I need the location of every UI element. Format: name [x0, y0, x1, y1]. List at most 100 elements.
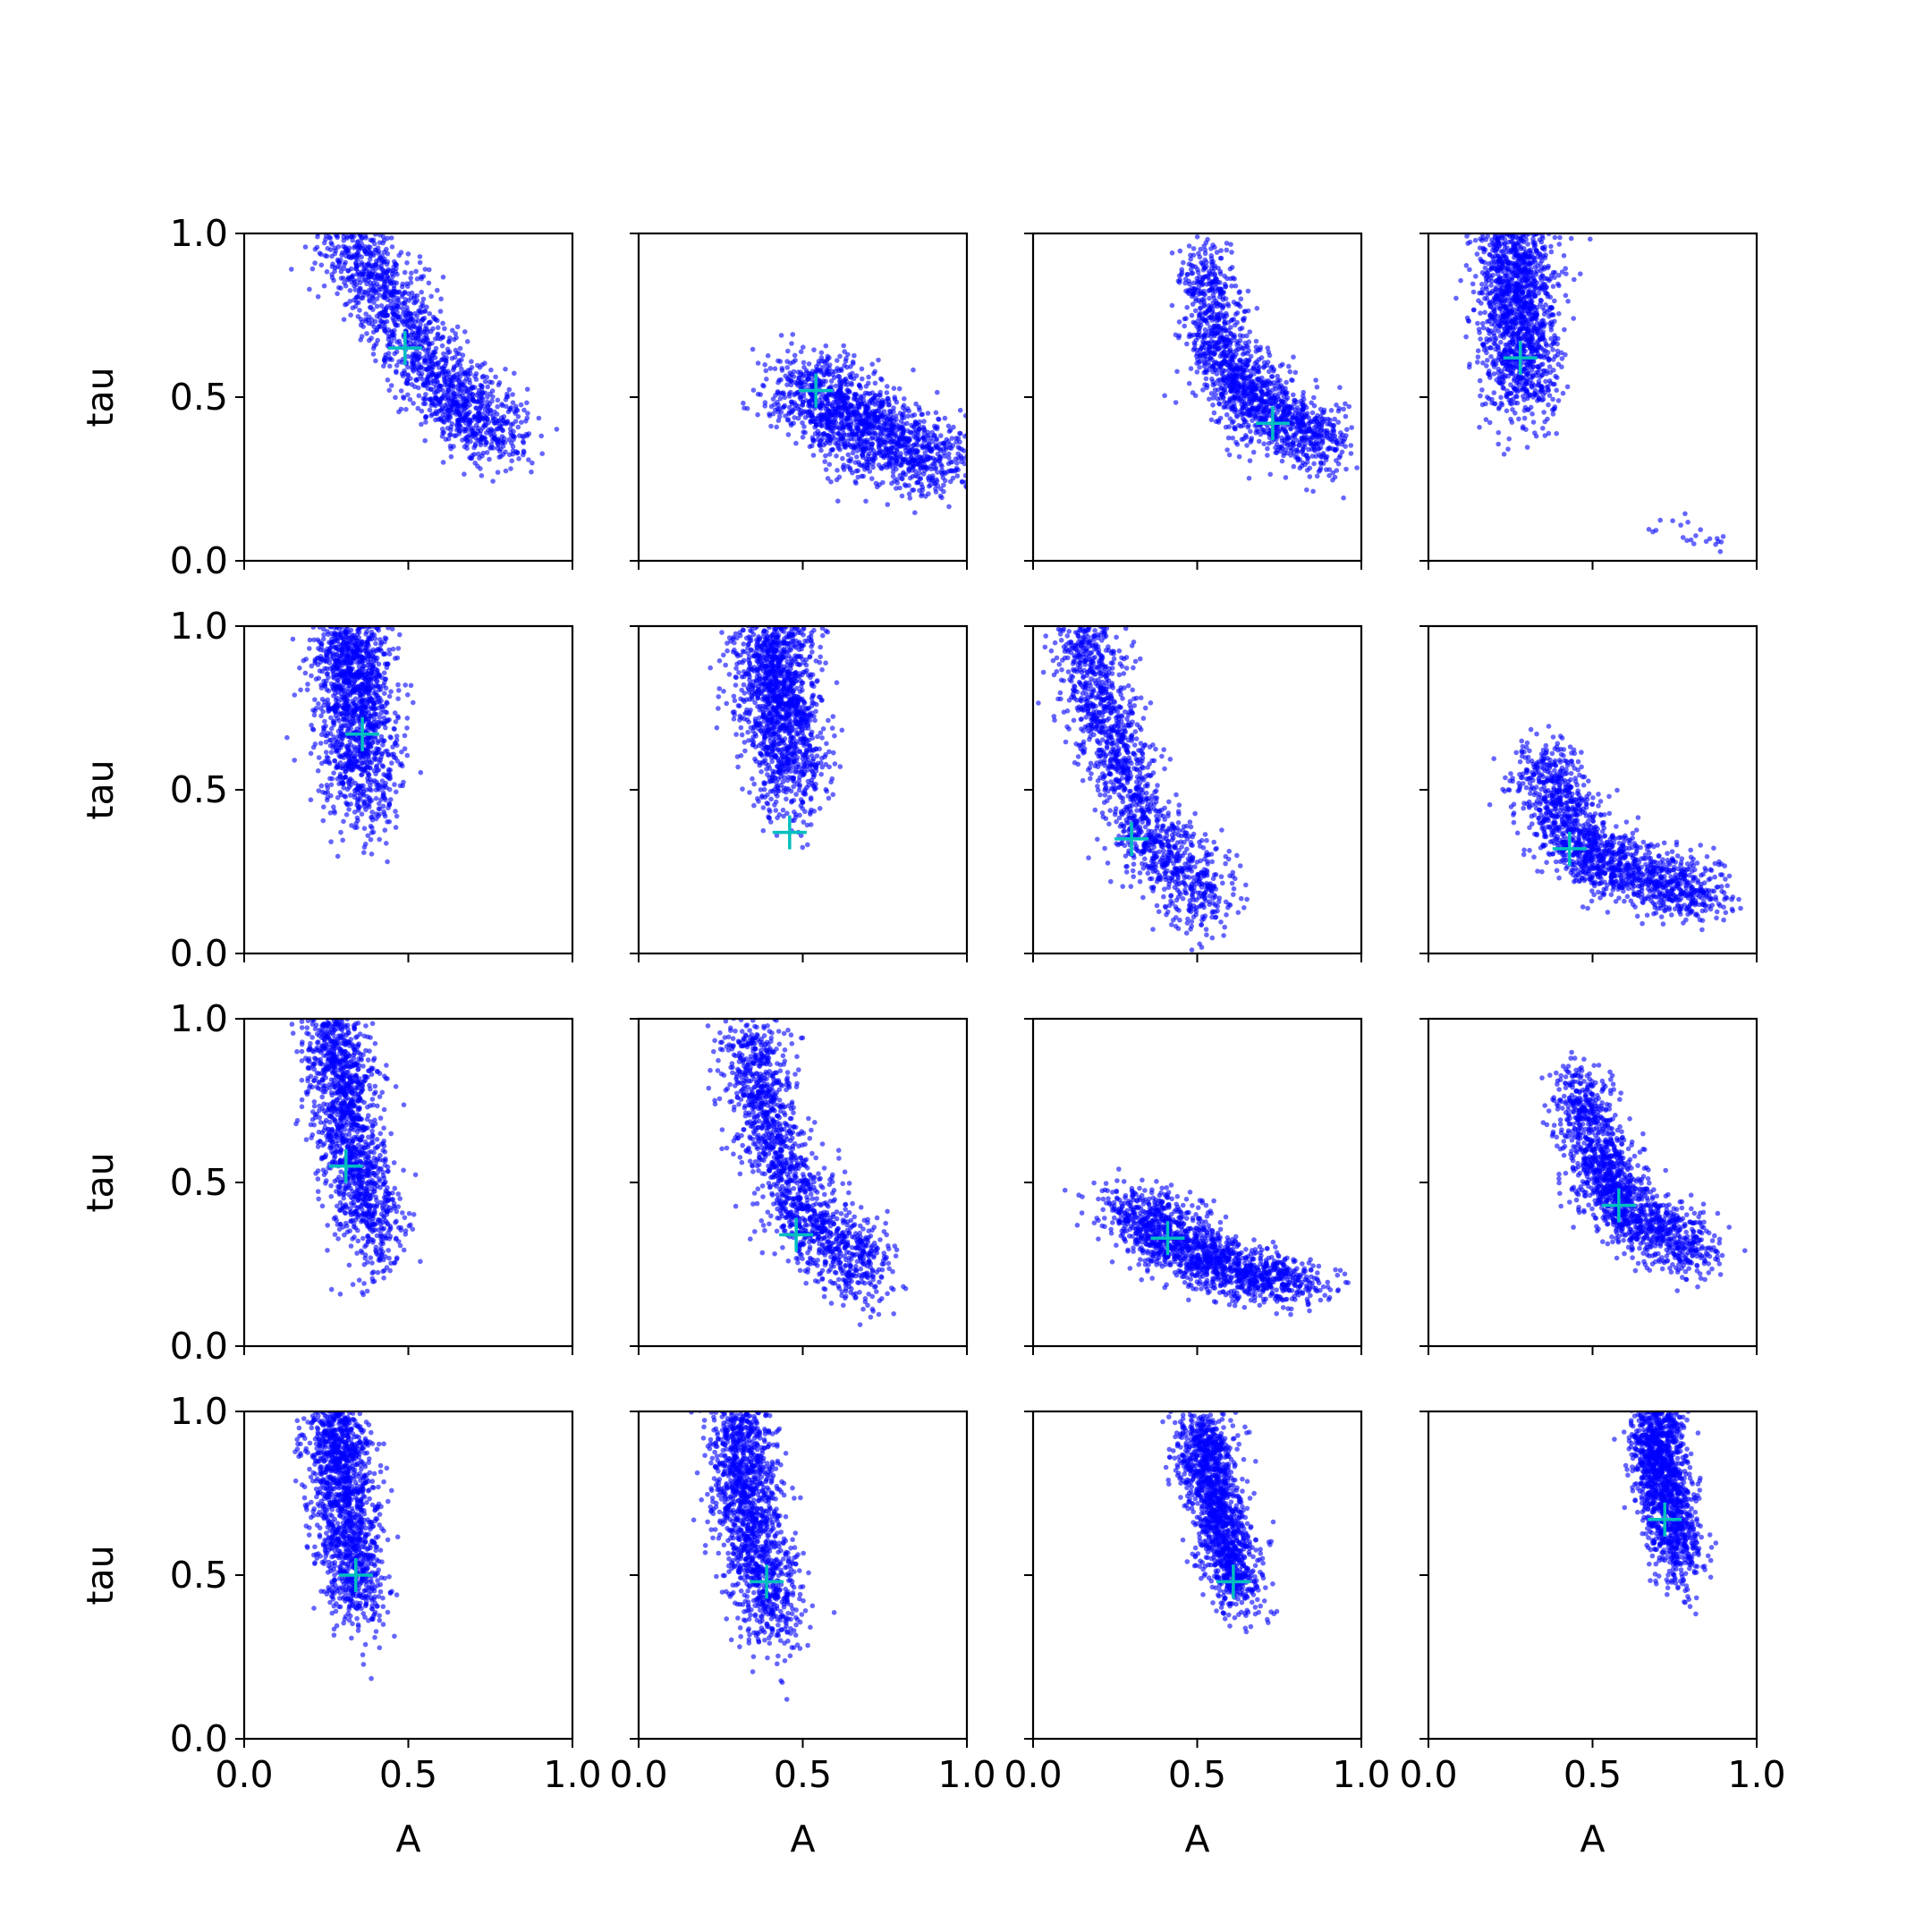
- data-point: [1162, 393, 1167, 399]
- data-point: [947, 428, 953, 433]
- data-point: [408, 337, 414, 343]
- data-point: [472, 413, 478, 419]
- data-point: [1208, 350, 1214, 356]
- data-point: [1201, 360, 1208, 366]
- data-point: [1501, 452, 1507, 457]
- data-point: [800, 419, 805, 426]
- data-point: [445, 346, 451, 352]
- data-point: [420, 296, 427, 302]
- data-point: [789, 378, 794, 384]
- data-point: [786, 410, 792, 415]
- data-point: [433, 345, 439, 352]
- data-point: [1491, 256, 1496, 262]
- data-point: [1238, 296, 1244, 302]
- data-point: [894, 480, 900, 486]
- data-point: [476, 399, 481, 404]
- data-point: [1304, 467, 1310, 473]
- data-point: [894, 477, 900, 482]
- data-point: [411, 384, 418, 390]
- data-point: [1230, 405, 1235, 411]
- data-point: [536, 415, 542, 421]
- data-point: [1318, 424, 1325, 429]
- data-point: [1265, 445, 1270, 452]
- data-point: [928, 482, 933, 487]
- y-tick-label: 0.5: [170, 376, 228, 419]
- data-point: [370, 281, 377, 286]
- data-point: [329, 275, 335, 281]
- data-point: [464, 339, 470, 344]
- data-point: [1221, 314, 1226, 319]
- data-point: [554, 427, 560, 432]
- data-point: [871, 370, 877, 377]
- data-point: [1307, 474, 1313, 479]
- data-point: [876, 425, 882, 431]
- data-point: [826, 462, 833, 467]
- data-point: [863, 498, 869, 504]
- data-point: [1230, 365, 1235, 370]
- data-point: [468, 455, 474, 462]
- data-point: [1205, 236, 1210, 242]
- data-point: [949, 436, 955, 441]
- data-point: [417, 254, 423, 259]
- data-point: [1236, 367, 1241, 373]
- data-point: [870, 409, 876, 414]
- data-point: [428, 402, 435, 408]
- data-point: [524, 386, 530, 393]
- data-point: [825, 396, 830, 402]
- data-point: [860, 429, 865, 436]
- data-point: [810, 453, 817, 458]
- data-point: [1240, 352, 1246, 357]
- data-point: [1287, 369, 1292, 375]
- data-point: [1225, 319, 1231, 326]
- data-point: [440, 365, 445, 370]
- data-point: [462, 471, 467, 477]
- data-point: [899, 476, 904, 481]
- data-point: [826, 452, 833, 457]
- data-point: [418, 304, 424, 310]
- data-point: [1184, 341, 1190, 347]
- data-point: [910, 473, 916, 479]
- data-point: [1194, 234, 1200, 240]
- data-point: [912, 421, 919, 427]
- data-point: [1280, 361, 1285, 368]
- data-point: [775, 358, 781, 364]
- data-point: [1314, 473, 1320, 479]
- data-point: [1555, 398, 1562, 403]
- data-point: [1214, 277, 1220, 283]
- data-point: [860, 473, 866, 479]
- data-point: [1261, 360, 1267, 366]
- data-point: [1169, 250, 1175, 256]
- data-point: [849, 382, 854, 387]
- data-point: [1202, 250, 1208, 257]
- data-point: [1556, 310, 1562, 317]
- data-point: [783, 373, 788, 379]
- data-point: [1227, 342, 1233, 348]
- data-point: [409, 326, 414, 331]
- data-point: [1204, 282, 1209, 287]
- data-point: [776, 377, 782, 383]
- data-point: [878, 465, 884, 470]
- data-point: [412, 300, 419, 305]
- data-point: [911, 442, 917, 448]
- data-point: [1339, 449, 1345, 455]
- data-point: [1184, 304, 1190, 310]
- data-point: [503, 366, 508, 372]
- data-point: [1216, 294, 1223, 300]
- data-point: [386, 275, 392, 282]
- data-point: [389, 244, 395, 250]
- data-point: [1293, 399, 1300, 405]
- scatter-points: [1453, 233, 1726, 555]
- data-point: [1177, 277, 1183, 283]
- data-point: [924, 434, 929, 439]
- data-point: [435, 331, 441, 337]
- data-point: [933, 489, 939, 495]
- data-point: [1330, 470, 1336, 476]
- data-point: [1193, 295, 1199, 301]
- data-point: [784, 365, 790, 370]
- data-point: [489, 379, 495, 386]
- data-point: [864, 462, 870, 468]
- data-point: [1354, 465, 1360, 470]
- data-point: [487, 411, 494, 417]
- data-point: [459, 366, 464, 372]
